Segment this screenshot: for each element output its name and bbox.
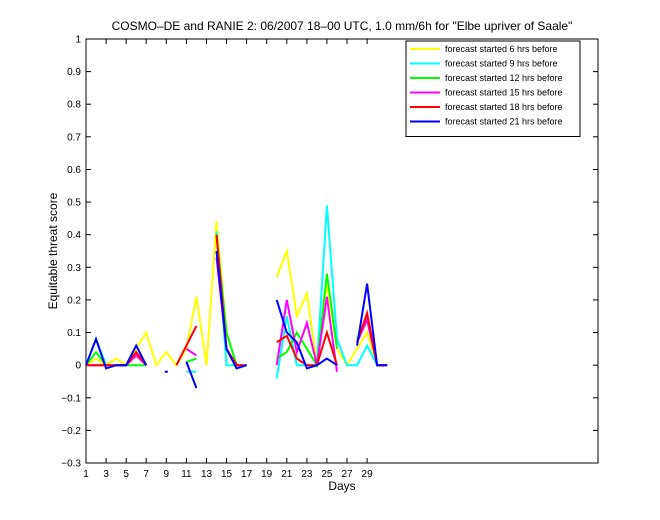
legend: forecast started 6 hrs before forecast st… [405, 40, 581, 137]
legend-label-5: forecast started 18 hrs before [445, 102, 563, 112]
series-3-line [186, 357, 197, 363]
series-6-line [185, 361, 198, 389]
legend-label-6: forecast started 21 hrs before [445, 117, 563, 127]
x-tick-label: 7 [143, 469, 149, 480]
x-tick-label: 29 [362, 469, 374, 480]
y-tick-label: 0.2 [67, 295, 81, 306]
x-tick-label: 25 [321, 469, 333, 480]
x-tick-label: 19 [261, 469, 273, 480]
x-tick-label: 13 [201, 469, 213, 480]
series-6-line [275, 299, 338, 370]
y-tick-label: 0.7 [67, 132, 81, 143]
y-axis-title: Equitable threat score [46, 192, 60, 309]
y-tick-label: 0.8 [67, 100, 81, 111]
chart-title: COSMO–DE and RANIE 2: 06/2007 18–00 UTC,… [112, 19, 573, 33]
legend-label-4: forecast started 15 hrs before [445, 88, 563, 98]
x-tick-label: 1 [83, 469, 89, 480]
x-tick-label: 23 [301, 469, 313, 480]
series-6-line [215, 250, 247, 370]
series-5-line [276, 329, 338, 367]
axis-ticks: 1 3 5 7 9 11 13 15 17 19 21 23 25 27 29−0.3−0.2−0.100.… [61, 35, 598, 480]
y-tick-label: 0.4 [67, 230, 81, 241]
y-tick-label: −0.2 [61, 426, 81, 437]
series-layer [85, 205, 388, 389]
x-tick-label: 17 [241, 469, 253, 480]
series-4-line [275, 296, 338, 372]
x-tick-label: 3 [103, 469, 109, 480]
y-tick-label: 0.1 [67, 328, 81, 339]
x-tick-label: 9 [164, 469, 170, 480]
series-6-line [85, 336, 148, 370]
legend-label-2: forecast started 9 hrs before [445, 59, 558, 69]
x-tick-label: 15 [221, 469, 233, 480]
legend-label-3: forecast started 12 hrs before [445, 73, 563, 83]
x-tick-label: 21 [281, 469, 293, 480]
x-tick-label: 11 [181, 469, 192, 480]
series-4-line [185, 347, 197, 357]
y-tick-label: 0 [75, 361, 81, 372]
y-tick-label: 0.3 [67, 263, 81, 274]
y-tick-label: 0.9 [67, 67, 81, 78]
x-tick-label: 27 [341, 469, 353, 480]
y-tick-label: 1 [75, 35, 81, 46]
x-axis-title: Days [328, 479, 355, 493]
series-6-line [356, 283, 388, 367]
y-tick-label: 0.5 [67, 198, 81, 209]
y-tick-label: −0.1 [61, 393, 81, 404]
y-tick-label: −0.3 [61, 459, 81, 470]
series-3-line [276, 273, 338, 369]
series-5-line [175, 325, 198, 366]
legend-label-1: forecast started 6 hrs before [445, 44, 558, 54]
x-tick-label: 5 [123, 469, 129, 480]
y-tick-label: 0.6 [67, 165, 81, 176]
